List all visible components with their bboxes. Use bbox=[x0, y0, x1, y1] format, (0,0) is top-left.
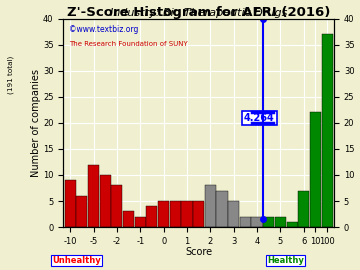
Bar bbox=[263, 217, 274, 227]
Bar bbox=[76, 196, 87, 227]
Bar bbox=[252, 217, 262, 227]
Bar bbox=[216, 191, 228, 227]
Y-axis label: Number of companies: Number of companies bbox=[31, 69, 41, 177]
X-axis label: Score: Score bbox=[185, 247, 212, 257]
Bar bbox=[193, 201, 204, 227]
Text: ©www.textbiz.org: ©www.textbiz.org bbox=[69, 25, 138, 34]
Text: Industry: Bio Therapeutic Drugs: Industry: Bio Therapeutic Drugs bbox=[110, 8, 287, 18]
Bar bbox=[158, 201, 169, 227]
Bar bbox=[123, 211, 134, 227]
Bar bbox=[181, 201, 193, 227]
Bar bbox=[321, 34, 333, 227]
Bar bbox=[310, 112, 321, 227]
Bar bbox=[65, 180, 76, 227]
Bar bbox=[170, 201, 181, 227]
Bar bbox=[111, 185, 122, 227]
Text: Healthy: Healthy bbox=[267, 255, 304, 265]
Bar bbox=[298, 191, 309, 227]
Title: Z'-Score Histogram for AERI (2016): Z'-Score Histogram for AERI (2016) bbox=[67, 6, 330, 19]
Bar bbox=[147, 206, 157, 227]
Bar bbox=[240, 217, 251, 227]
Bar bbox=[88, 164, 99, 227]
Bar bbox=[287, 222, 298, 227]
Text: (191 total): (191 total) bbox=[7, 56, 14, 94]
Bar bbox=[228, 201, 239, 227]
Bar bbox=[205, 185, 216, 227]
Bar bbox=[275, 217, 286, 227]
Text: The Research Foundation of SUNY: The Research Foundation of SUNY bbox=[69, 42, 187, 48]
Bar bbox=[100, 175, 111, 227]
Text: 4.264: 4.264 bbox=[244, 113, 275, 123]
Text: Unhealthy: Unhealthy bbox=[52, 255, 101, 265]
Bar bbox=[135, 217, 146, 227]
